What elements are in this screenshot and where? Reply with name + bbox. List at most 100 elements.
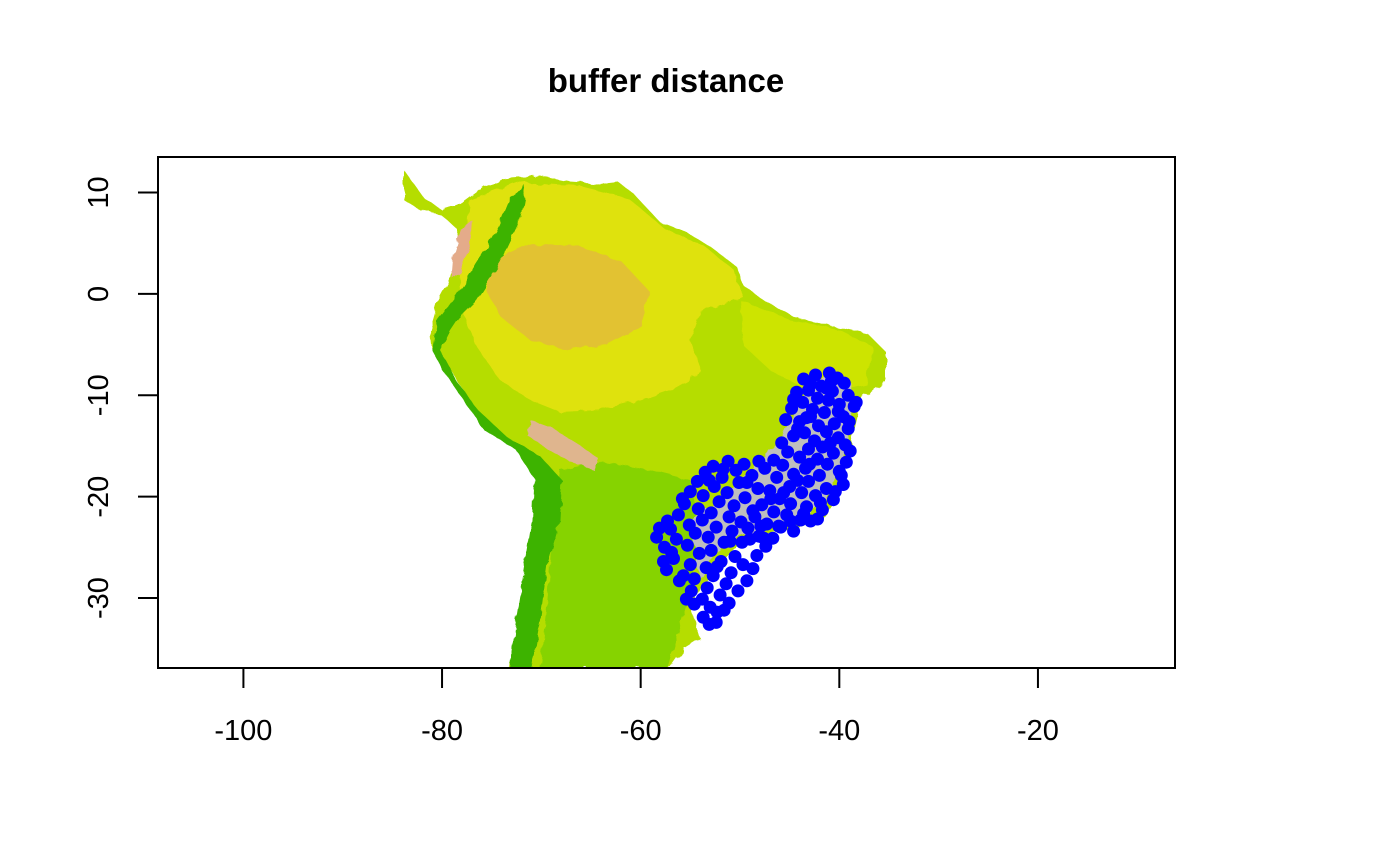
data-point <box>793 450 807 464</box>
data-point <box>691 502 705 516</box>
data-point <box>827 417 841 431</box>
data-point <box>817 406 831 419</box>
data-point <box>842 415 856 429</box>
data-point <box>738 491 752 505</box>
data-point <box>734 515 748 529</box>
data-point <box>723 534 737 548</box>
data-point <box>665 545 678 559</box>
data-point <box>690 474 704 488</box>
data-point <box>804 377 817 391</box>
data-point <box>757 531 771 545</box>
data-point <box>784 497 798 511</box>
data-point <box>671 508 685 522</box>
data-point <box>704 543 718 557</box>
data-point <box>657 555 670 568</box>
y-tick-label: -20 <box>83 476 115 518</box>
data-point <box>802 442 815 456</box>
data-point <box>849 395 863 409</box>
data-point <box>839 455 853 469</box>
data-point <box>717 603 731 617</box>
data-point <box>676 569 690 583</box>
andes-green-strip <box>432 186 562 668</box>
data-point <box>692 546 706 560</box>
data-point <box>716 462 730 476</box>
data-point <box>791 422 805 436</box>
data-point <box>696 489 710 503</box>
data-point <box>821 393 835 407</box>
data-point <box>819 381 833 395</box>
y-tick-label: -30 <box>83 577 115 619</box>
data-point <box>802 474 815 488</box>
data-point <box>679 592 693 606</box>
y-tick-label: 10 <box>83 176 115 208</box>
data-point <box>700 581 714 595</box>
data-point <box>772 519 786 533</box>
data-point <box>775 436 789 450</box>
data-point <box>740 476 754 489</box>
data-point <box>837 376 851 390</box>
data-point <box>764 492 778 506</box>
andes-highland-north <box>452 220 472 278</box>
data-point <box>743 532 757 546</box>
data-point <box>791 473 805 487</box>
chart-title: buffer distance <box>548 62 785 99</box>
data-point <box>828 485 842 499</box>
data-point <box>713 588 727 602</box>
data-point <box>653 521 666 535</box>
data-point <box>736 558 750 572</box>
data-point <box>746 562 760 576</box>
data-point <box>704 506 718 520</box>
data-point <box>831 405 845 418</box>
y-axis: 10 0 -10 -20 -30 <box>83 176 159 619</box>
data-point <box>669 532 683 546</box>
data-point <box>720 486 734 500</box>
data-point <box>675 492 689 506</box>
data-point <box>701 530 715 544</box>
x-tick-label: -60 <box>620 715 662 747</box>
data-point <box>687 572 701 586</box>
data-point <box>767 505 781 519</box>
data-point <box>751 482 765 495</box>
data-point <box>784 514 798 528</box>
data-point <box>819 425 833 439</box>
data-point <box>724 566 738 580</box>
x-tick-label: -20 <box>1017 715 1059 747</box>
data-point <box>746 504 760 518</box>
x-tick-label: -100 <box>214 715 272 747</box>
data-point <box>795 486 809 500</box>
data-point <box>695 513 709 527</box>
data-point <box>680 538 694 552</box>
data-point <box>712 495 726 509</box>
data-point <box>779 413 793 427</box>
data-point <box>709 615 723 629</box>
amazon-orange-zone <box>486 244 650 350</box>
andes-highland-south <box>528 420 598 470</box>
data-point <box>750 549 764 562</box>
data-point <box>826 446 840 460</box>
data-point <box>722 510 736 524</box>
data-point <box>727 499 741 513</box>
data-point <box>770 470 784 484</box>
data-point <box>804 410 817 424</box>
data-point <box>709 520 723 534</box>
data-point <box>834 468 848 482</box>
data-point <box>731 584 745 598</box>
data-point <box>843 444 857 458</box>
y-tick-label: 0 <box>83 286 115 302</box>
x-axis: -100 -80 -60 -40 -20 <box>214 667 1059 747</box>
data-point <box>804 514 817 528</box>
data-point <box>777 486 791 500</box>
data-point <box>787 392 801 406</box>
data-point <box>719 577 733 591</box>
data-point <box>823 436 837 450</box>
data-point <box>811 391 824 405</box>
south-green-zone <box>540 462 700 668</box>
data-point <box>787 524 801 538</box>
data-point <box>803 457 816 471</box>
data-point <box>813 496 827 510</box>
data-point <box>812 468 826 482</box>
x-tick-label: -80 <box>421 715 463 747</box>
data-point <box>754 519 768 533</box>
data-point <box>683 558 697 572</box>
